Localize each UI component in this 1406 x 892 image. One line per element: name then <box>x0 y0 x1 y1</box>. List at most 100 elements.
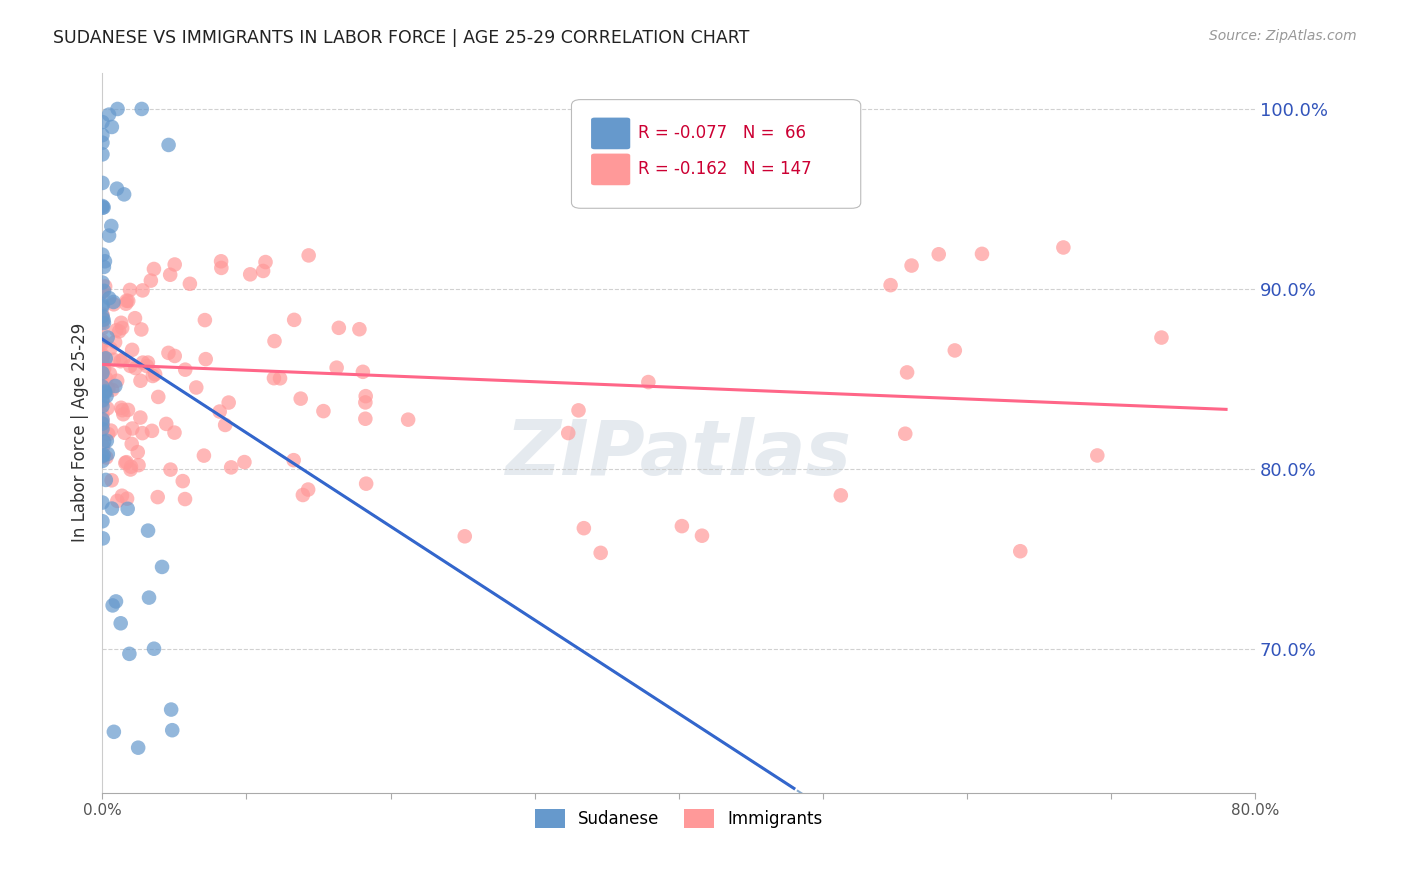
Point <box>91 394 114 409</box>
Point <box>159 268 181 282</box>
Point <box>209 254 232 268</box>
Point <box>105 494 128 508</box>
Point <box>100 342 122 356</box>
Point <box>101 599 124 613</box>
Point <box>91 412 114 426</box>
Point <box>91 454 114 468</box>
Point <box>91 514 114 528</box>
Legend: Sudanese, Immigrants: Sudanese, Immigrants <box>527 802 830 835</box>
Point <box>879 278 901 293</box>
Point <box>91 495 114 509</box>
Point <box>132 355 155 369</box>
Point <box>269 371 291 385</box>
Point <box>396 412 419 426</box>
Point <box>108 324 131 338</box>
Point <box>105 323 128 337</box>
Point <box>193 449 215 463</box>
Point <box>91 413 114 427</box>
Point <box>172 474 194 488</box>
Point <box>557 425 579 440</box>
Point <box>157 346 180 360</box>
Point <box>110 316 132 330</box>
Point <box>96 389 118 403</box>
Point <box>91 201 114 215</box>
Point <box>131 322 153 336</box>
Point <box>91 393 114 408</box>
Point <box>93 284 115 298</box>
Point <box>91 399 114 413</box>
Point <box>91 387 114 401</box>
Point <box>254 255 277 269</box>
Point <box>160 702 183 716</box>
Point <box>100 219 122 233</box>
Point <box>97 330 120 344</box>
Point <box>91 348 114 362</box>
Point <box>129 410 152 425</box>
Point <box>94 473 117 487</box>
Point <box>1010 544 1032 558</box>
Point <box>94 279 117 293</box>
Point <box>97 447 120 461</box>
Point <box>117 293 139 308</box>
Point <box>115 296 138 310</box>
Point <box>91 309 114 323</box>
Point <box>290 392 312 406</box>
Point <box>143 368 166 382</box>
Point <box>208 404 231 418</box>
Point <box>110 401 132 415</box>
Point <box>110 354 132 368</box>
Point <box>91 298 114 312</box>
Point <box>297 483 319 497</box>
Point <box>93 434 115 449</box>
Point <box>589 546 612 560</box>
Point <box>112 187 135 202</box>
Point <box>91 422 114 436</box>
Point <box>349 322 371 336</box>
Point <box>283 453 305 467</box>
Point <box>114 425 136 440</box>
Point <box>118 283 141 297</box>
Point <box>115 491 138 506</box>
Point <box>131 102 153 116</box>
Point <box>91 147 114 161</box>
Text: R = -0.077   N =  66: R = -0.077 N = 66 <box>638 124 806 142</box>
Point <box>91 417 114 431</box>
Point <box>352 365 374 379</box>
Point <box>830 488 852 502</box>
Point <box>118 647 141 661</box>
Point <box>91 358 114 372</box>
Point <box>135 359 157 373</box>
Point <box>354 395 377 409</box>
Point <box>928 247 950 261</box>
Point <box>312 404 335 418</box>
Point <box>114 456 136 470</box>
Point <box>91 276 114 290</box>
Point <box>110 616 132 631</box>
Point <box>291 488 314 502</box>
Point <box>142 262 165 277</box>
Point <box>91 449 114 463</box>
Point <box>157 137 180 152</box>
Point <box>163 258 186 272</box>
Point <box>150 560 173 574</box>
Point <box>690 529 713 543</box>
Point <box>194 313 217 327</box>
Point <box>138 591 160 605</box>
Point <box>298 248 321 262</box>
Point <box>124 311 146 326</box>
Point <box>101 120 124 134</box>
Point <box>91 532 114 546</box>
Point <box>163 425 186 440</box>
Point <box>174 362 197 376</box>
Point <box>111 321 134 335</box>
Point <box>91 380 114 394</box>
Point <box>91 300 114 314</box>
Point <box>160 723 183 738</box>
Point <box>136 355 159 369</box>
Point <box>91 379 114 393</box>
Point <box>179 277 201 291</box>
Point <box>101 501 124 516</box>
Point <box>263 334 285 348</box>
Point <box>894 426 917 441</box>
Point <box>91 349 114 363</box>
